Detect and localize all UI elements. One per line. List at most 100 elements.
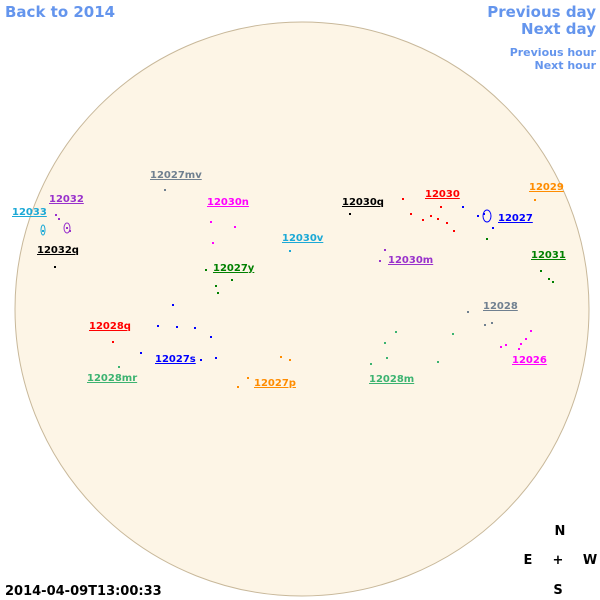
sunspot <box>492 227 494 229</box>
solar-disk <box>14 21 590 597</box>
region-label[interactable]: 12030v <box>282 233 324 244</box>
sunspot <box>486 238 488 240</box>
region-label[interactable]: 12029 <box>529 182 564 193</box>
sunspot <box>477 215 479 217</box>
spot-outline <box>63 222 71 234</box>
previous-hour-link[interactable]: Previous hour <box>510 46 597 59</box>
sunspot <box>231 279 233 281</box>
region-label[interactable]: 12031 <box>531 250 566 261</box>
region-label[interactable]: 12028mr <box>87 373 137 384</box>
sunspot <box>530 330 532 332</box>
sunspot <box>437 218 439 220</box>
sunspot <box>440 206 442 208</box>
sunspot <box>280 356 282 358</box>
sunspot <box>453 230 455 232</box>
previous-day-link[interactable]: Previous day <box>487 3 596 21</box>
sunspot <box>66 227 68 229</box>
back-link[interactable]: Back to 2014 <box>5 3 115 21</box>
compass-north: N <box>555 524 566 539</box>
region-label[interactable]: 12030m <box>388 255 433 266</box>
compass-center: + <box>553 553 564 568</box>
sunspot <box>505 344 507 346</box>
sunspot <box>69 230 71 232</box>
sunspot <box>112 341 114 343</box>
region-label[interactable]: 12027mv <box>150 170 202 181</box>
sunspot <box>500 346 502 348</box>
sunspot <box>402 198 404 200</box>
sunspot <box>157 325 159 327</box>
sunspot <box>194 327 196 329</box>
sunspot <box>118 366 120 368</box>
sunspot <box>349 213 351 215</box>
sunspot <box>518 348 520 350</box>
sunspot <box>54 266 56 268</box>
next-day-link[interactable]: Next day <box>521 20 596 38</box>
sunspot <box>384 342 386 344</box>
sunspot <box>215 357 217 359</box>
sunspot <box>548 278 550 280</box>
region-label[interactable]: 12030n <box>207 197 249 208</box>
sunspot <box>437 361 439 363</box>
region-label[interactable]: 12028 <box>483 301 518 312</box>
next-hour-link[interactable]: Next hour <box>535 59 597 72</box>
timestamp: 2014-04-09T13:00:33 <box>5 584 162 599</box>
region-label[interactable]: 12027p <box>254 378 296 389</box>
sunspot <box>410 213 412 215</box>
sunspot <box>140 352 142 354</box>
spot-outline <box>40 224 46 236</box>
sunspot <box>215 285 217 287</box>
sunspot <box>247 377 249 379</box>
region-label[interactable]: 12030q <box>342 197 384 208</box>
sunspot <box>58 218 60 220</box>
sunspot <box>289 250 291 252</box>
region-label[interactable]: 12030 <box>425 189 460 200</box>
sunspot <box>552 281 554 283</box>
sunspot <box>217 292 219 294</box>
sunspot <box>446 222 448 224</box>
sunspot <box>430 215 432 217</box>
compass-south: S <box>553 583 562 598</box>
compass-east: E <box>524 553 533 568</box>
region-label[interactable]: 12032q <box>37 245 79 256</box>
sunspot <box>210 336 212 338</box>
region-label[interactable]: 12027 <box>498 213 533 224</box>
sunspot <box>234 226 236 228</box>
region-label[interactable]: 12033 <box>12 207 47 218</box>
sunspot <box>520 343 522 345</box>
sunspot <box>212 242 214 244</box>
sunspot <box>210 221 212 223</box>
sunspot <box>462 206 464 208</box>
sunspot <box>422 219 424 221</box>
sunspot <box>452 333 454 335</box>
sunspot <box>386 357 388 359</box>
sunspot <box>55 214 57 216</box>
sunspot <box>164 189 166 191</box>
region-label[interactable]: 12027y <box>213 263 255 274</box>
region-label[interactable]: 12027s <box>155 354 196 365</box>
sunspot <box>525 338 527 340</box>
region-label[interactable]: 12032 <box>49 194 84 205</box>
sunspot <box>395 331 397 333</box>
sunspot <box>467 311 469 313</box>
sunspot <box>540 270 542 272</box>
region-label[interactable]: 12028m <box>369 374 414 385</box>
sunspot <box>484 324 486 326</box>
sunspot <box>172 304 174 306</box>
sunspot <box>370 363 372 365</box>
sunspot <box>384 249 386 251</box>
sunspot <box>534 199 536 201</box>
sunspot <box>289 359 291 361</box>
compass-west: W <box>583 553 597 568</box>
sunspot <box>237 386 239 388</box>
sunspot <box>200 359 202 361</box>
sunspot <box>491 322 493 324</box>
region-label[interactable]: 12028q <box>89 321 131 332</box>
sunspot <box>483 213 485 215</box>
spot-outline <box>482 209 492 223</box>
sunspot <box>176 326 178 328</box>
sunspot <box>42 230 44 232</box>
sunspot <box>379 260 381 262</box>
region-label[interactable]: 12026 <box>512 355 547 366</box>
sunspot <box>205 269 207 271</box>
